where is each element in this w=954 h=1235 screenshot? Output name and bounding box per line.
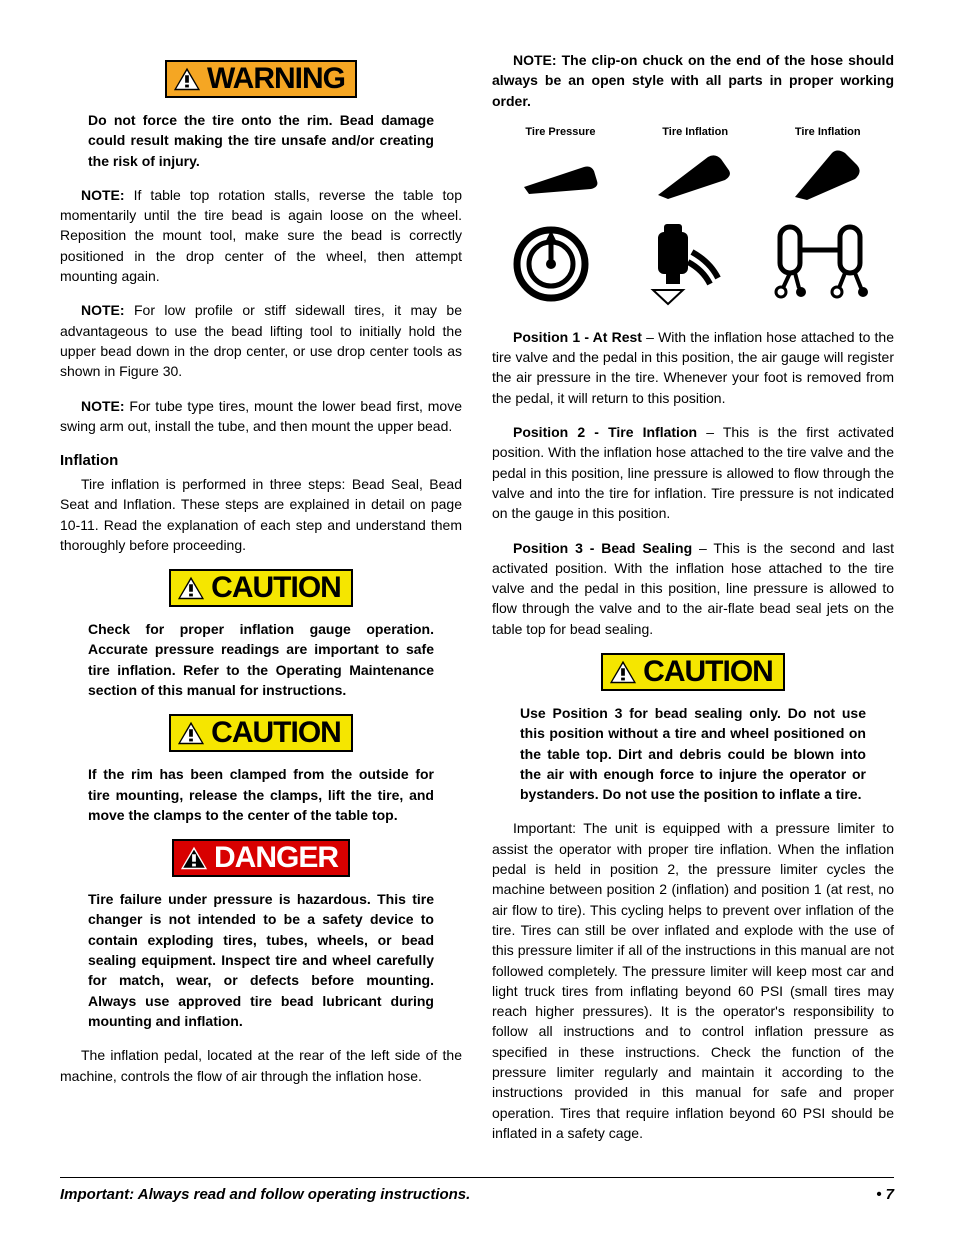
top-note-label: NOTE: <box>513 52 557 68</box>
caution2-hazard-box: CAUTION <box>60 714 462 752</box>
alert-triangle-icon <box>177 720 205 746</box>
caution-label-2: CAUTION <box>211 718 341 748</box>
inflation-heading: Inflation <box>60 450 462 472</box>
caution-sign-1: CAUTION <box>169 569 353 607</box>
footer-left: Important: Always read and follow operat… <box>60 1184 470 1206</box>
warning-text: Do not force the tire onto the rim. Bead… <box>60 110 462 171</box>
position-2-label: Position 2 - Tire Inflation <box>513 424 697 440</box>
danger-text: Tire failure under pressure is hazardous… <box>60 889 462 1031</box>
pedal-diagram-row-bottom <box>492 222 894 307</box>
right-column: NOTE: The clip-on chuck on the end of th… <box>492 50 894 1157</box>
alert-triangle-icon <box>180 845 208 871</box>
position-1: Position 1 - At Rest – With the inflatio… <box>492 327 894 408</box>
caution1-text: Check for proper inflation gauge operati… <box>60 619 462 700</box>
pedal-down-icon <box>777 147 877 202</box>
caution1-hazard-box: CAUTION <box>60 569 462 607</box>
pedal-mid-icon <box>643 147 743 202</box>
warning-hazard-box: WARNING <box>60 60 462 98</box>
caution-label-1: CAUTION <box>211 573 341 603</box>
gauge-icon <box>511 224 591 304</box>
alert-triangle-icon <box>177 575 205 601</box>
note-3: NOTE: For tube type tires, mount the low… <box>60 396 462 437</box>
note-1-label: NOTE: <box>81 187 125 203</box>
caution-sign-3: CAUTION <box>601 653 785 691</box>
diagram-label-1: Tire Pressure <box>525 125 595 141</box>
caution3-hazard-box: CAUTION <box>492 653 894 691</box>
diagram-labels: Tire Pressure Tire Inflation Tire Inflat… <box>492 125 894 141</box>
note-2-label: NOTE: <box>81 302 125 318</box>
caution-label-3: CAUTION <box>643 657 773 687</box>
danger-sign: DANGER <box>172 839 350 877</box>
position-3-label: Position 3 - Bead Sealing <box>513 540 692 556</box>
pedal-flat-icon <box>509 149 609 199</box>
caution3-text: Use Position 3 for bead sealing only. Do… <box>492 703 894 804</box>
warning-label: WARNING <box>207 64 345 94</box>
danger-label: DANGER <box>214 843 338 873</box>
inflation-nozzle-icon <box>628 222 728 307</box>
bead-seal-icon <box>765 222 875 307</box>
danger-hazard-box: DANGER <box>60 839 462 877</box>
page-footer: Important: Always read and follow operat… <box>60 1177 894 1206</box>
note-2: NOTE: For low profile or stiff sidewall … <box>60 300 462 381</box>
alert-triangle-icon <box>173 66 201 92</box>
caution2-text: If the rim has been clamped from the out… <box>60 764 462 825</box>
note-3-label: NOTE: <box>81 398 125 414</box>
diagram-label-2: Tire Inflation <box>662 125 728 141</box>
caution-sign-2: CAUTION <box>169 714 353 752</box>
diagram-label-3: Tire Inflation <box>795 125 861 141</box>
pedal-para: The inflation pedal, located at the rear… <box>60 1045 462 1086</box>
inflation-para: Tire inflation is performed in three ste… <box>60 474 462 555</box>
position-3: Position 3 - Bead Sealing – This is the … <box>492 538 894 639</box>
important-para: Important: The unit is equipped with a p… <box>492 818 894 1143</box>
footer-right: • 7 <box>876 1184 894 1206</box>
position-2: Position 2 - Tire Inflation – This is th… <box>492 422 894 523</box>
note-1: NOTE: If table top rotation stalls, reve… <box>60 185 462 286</box>
position-1-label: Position 1 - At Rest <box>513 329 642 345</box>
warning-sign: WARNING <box>165 60 357 98</box>
alert-triangle-icon <box>609 659 637 685</box>
top-note: NOTE: The clip-on chuck on the end of th… <box>492 50 894 111</box>
page-columns: WARNING Do not force the tire onto the r… <box>60 50 894 1157</box>
left-column: WARNING Do not force the tire onto the r… <box>60 50 462 1157</box>
pedal-diagram-row-top <box>492 147 894 202</box>
